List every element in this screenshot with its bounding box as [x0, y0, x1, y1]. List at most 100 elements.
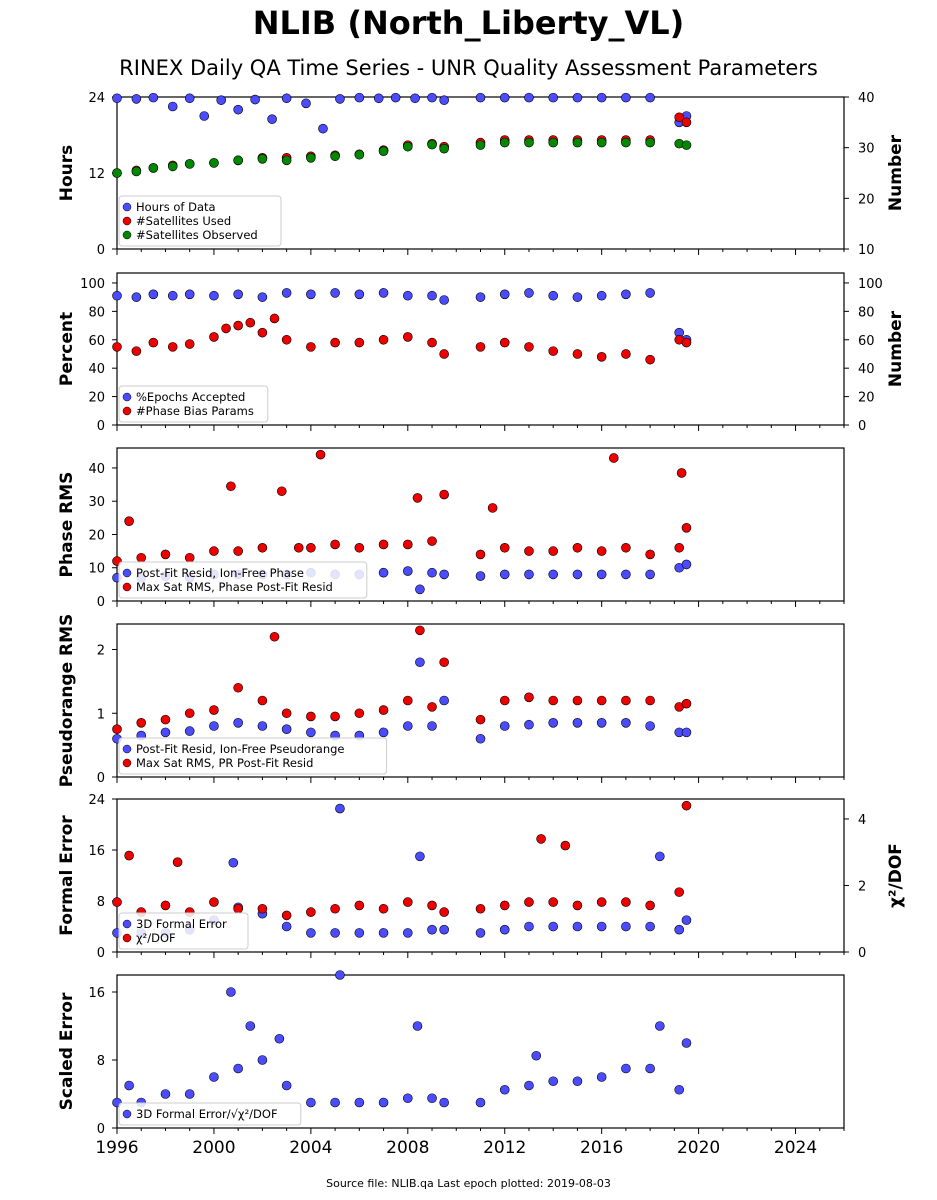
data-point [402, 695, 413, 706]
legend-label: Post-Fit Resid, Ion-Free Phase [136, 566, 304, 580]
data-point [209, 897, 219, 907]
data-point [281, 155, 292, 166]
data-point [330, 1097, 340, 1108]
data-point [226, 481, 236, 492]
data-point [475, 571, 486, 581]
y2-tick-label: 0 [858, 419, 866, 434]
y-tick-label: 30 [88, 495, 105, 510]
data-point [233, 155, 243, 166]
data-point [306, 928, 316, 938]
y-tick-label: 0 [97, 946, 105, 961]
data-point [306, 153, 316, 163]
data-point [596, 718, 607, 728]
data-point [475, 292, 486, 302]
data-point [233, 682, 243, 693]
data-point [548, 92, 559, 103]
data-point [524, 692, 534, 703]
legend-label: Post-Fit Resid, Ion-Free Pseudorange [136, 742, 344, 756]
data-point [184, 1089, 195, 1099]
data-point [172, 857, 183, 867]
legend-marker [122, 933, 132, 943]
data-point [269, 313, 280, 324]
chart-title: NLIB (North_Liberty_VL) [252, 4, 685, 42]
x-tick-label: 2008 [386, 1138, 429, 1158]
data-point [681, 117, 692, 128]
data-point [415, 625, 425, 636]
data-point [184, 708, 195, 719]
y-tick-label: 16 [88, 844, 105, 859]
data-point [596, 695, 607, 706]
data-point [681, 559, 692, 570]
data-point [681, 337, 692, 348]
data-point [524, 569, 534, 580]
y-tick-label: 1 [97, 707, 105, 722]
data-point [216, 95, 227, 105]
data-point [499, 1084, 510, 1095]
data-point [209, 332, 219, 342]
data-point [475, 140, 486, 150]
y-tick-label: 40 [88, 462, 105, 477]
data-point [427, 702, 437, 712]
data-point [402, 1093, 413, 1104]
y-tick-label: 24 [88, 793, 105, 808]
data-point [572, 92, 583, 103]
data-point [131, 346, 142, 356]
data-point [674, 542, 685, 553]
data-point [499, 137, 510, 148]
legend-label: 3D Formal Error/√χ²/DOF [136, 1107, 278, 1121]
data-point [354, 928, 365, 938]
data-point [499, 900, 510, 911]
data-point [160, 900, 171, 911]
data-point [548, 897, 559, 907]
data-point [499, 289, 510, 300]
y2-axis-label: Number [886, 310, 906, 387]
data-point [301, 98, 311, 109]
data-point [257, 542, 268, 553]
data-point [681, 698, 692, 709]
legend-marker [122, 919, 132, 929]
data-point [112, 724, 122, 734]
data-point [257, 695, 268, 706]
data-point [415, 657, 425, 668]
data-point [475, 733, 486, 744]
data-point [645, 900, 655, 911]
data-point [439, 1097, 449, 1108]
y-tick-label: 0 [97, 595, 105, 610]
data-point [475, 342, 486, 352]
legend-label: #Satellites Used [136, 214, 231, 228]
data-point [655, 1021, 665, 1031]
data-point [281, 708, 292, 719]
data-point [209, 705, 219, 715]
data-point [499, 92, 510, 103]
data-point [245, 317, 256, 328]
y-tick-label: 12 [88, 167, 105, 182]
data-point [306, 342, 316, 352]
data-point [306, 907, 316, 917]
data-point [548, 569, 559, 580]
data-point [412, 493, 423, 503]
data-point [487, 503, 498, 513]
data-point [572, 921, 583, 932]
data-point [209, 721, 219, 731]
legend-marker [122, 202, 132, 212]
data-point [257, 292, 268, 302]
data-point [596, 1072, 607, 1082]
data-point [415, 584, 425, 595]
data-point [402, 539, 413, 550]
y-tick-label: 100 [80, 277, 105, 292]
chart-subtitle: RINEX Daily QA Time Series - UNR Quality… [119, 56, 818, 80]
legend-label: Max Sat RMS, PR Post-Fit Resid [136, 756, 313, 770]
data-point [427, 139, 437, 150]
data-point [427, 337, 437, 348]
data-point [330, 928, 340, 938]
data-point [306, 711, 316, 722]
data-point [596, 546, 607, 556]
data-point [148, 289, 159, 300]
data-point [402, 332, 413, 342]
y-tick-label: 60 [88, 334, 105, 349]
legend-label: Max Sat RMS, Phase Post-Fit Resid [136, 580, 333, 594]
data-point [306, 1097, 316, 1108]
data-point [548, 290, 559, 301]
data-point [131, 94, 142, 104]
legend-label: #Phase Bias Params [136, 404, 254, 418]
